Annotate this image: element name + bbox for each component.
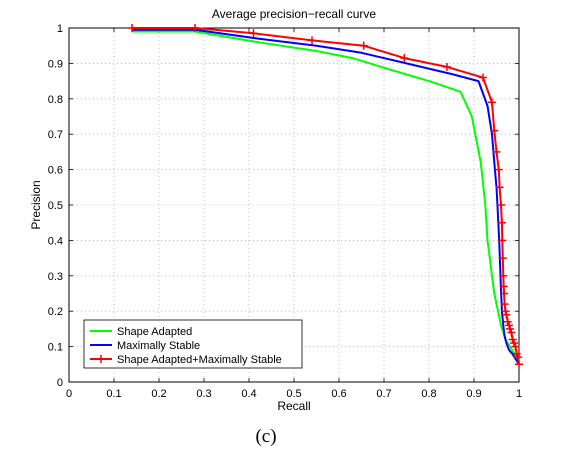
- series-lines: [128, 24, 523, 369]
- y-tick-label: 0.1: [48, 342, 63, 354]
- legend-label: Shape Adapted+Maximally Stable: [117, 354, 282, 366]
- series-marker: [488, 98, 496, 107]
- series-line-1: [132, 30, 520, 365]
- chart-title: Average precision−recall curve: [212, 7, 377, 21]
- x-tick-label: 0.1: [106, 388, 121, 400]
- legend: Shape Adapted Maximally Stable Shape Adapt…: [83, 319, 303, 369]
- series-marker: [505, 321, 514, 330]
- y-tick-label: 0.6: [48, 165, 63, 177]
- x-tick-label: 0.2: [151, 388, 166, 400]
- y-tick-label: 0.7: [48, 129, 63, 141]
- series-marker: [308, 36, 316, 45]
- y-tick-label: 0.2: [48, 306, 63, 318]
- y-tick-label: 0.4: [48, 235, 63, 247]
- x-tick-label: 0.9: [466, 388, 481, 400]
- axis-ticks: 0 0.1 0.2 0.3 0.4 0.5 0.6 0.7 0.8 0.9 1 0 0.1 0.2 0.3 0…: [48, 23, 522, 400]
- x-tick-label: 1: [516, 388, 522, 400]
- series-marker: [492, 147, 501, 156]
- x-tick-label: 0.7: [376, 388, 391, 400]
- series-marker: [507, 328, 516, 337]
- y-tick-label: 0: [57, 377, 63, 389]
- y-tick-label: 1: [57, 23, 63, 35]
- series-marker: [506, 324, 514, 333]
- series-marker: [498, 236, 507, 245]
- x-tick-label: 0: [66, 388, 72, 400]
- series-marker: [497, 201, 505, 209]
- x-tick-label: 0.4: [241, 388, 256, 400]
- series-marker: [479, 73, 487, 82]
- x-tick-label: 0.6: [331, 388, 346, 400]
- x-tick-label: 0.3: [196, 388, 211, 400]
- series-marker: [498, 254, 507, 263]
- series-marker: [512, 349, 521, 358]
- y-tick-label: 0.9: [48, 58, 63, 70]
- legend-box: [83, 319, 303, 369]
- figure-caption: (c): [255, 426, 276, 447]
- series-marker: [508, 335, 517, 344]
- x-axis-label: Recall: [277, 399, 310, 413]
- legend-label: Shape Adapted: [117, 326, 192, 338]
- series-marker: [499, 271, 508, 280]
- series-marker: [494, 165, 503, 174]
- series-marker: [502, 310, 511, 319]
- series-marker: [510, 339, 519, 348]
- y-axis-label: Precision: [29, 180, 43, 229]
- legend-label: Maximally Stable: [117, 340, 200, 352]
- series-marker: [500, 289, 509, 298]
- series-marker: [499, 282, 508, 291]
- series-marker: [249, 29, 258, 38]
- series-marker: [191, 24, 199, 32]
- series-line-3: [132, 27, 520, 365]
- y-tick-label: 0.8: [48, 94, 63, 106]
- x-tick-label: 0.5: [286, 388, 301, 400]
- series-marker: [495, 183, 504, 192]
- series-marker: [514, 353, 523, 362]
- series-marker: [501, 307, 510, 316]
- series-marker: [503, 317, 512, 326]
- x-tick-label: 0.8: [421, 388, 436, 400]
- y-tick-label: 0.3: [48, 271, 63, 283]
- series-marker: [490, 126, 499, 135]
- y-tick-label: 0.5: [48, 200, 63, 212]
- series-marker: [128, 24, 136, 32]
- series-marker: [515, 360, 523, 369]
- series-marker: [443, 62, 451, 71]
- series-marker: [497, 218, 506, 227]
- series-marker: [400, 54, 409, 63]
- series-marker: [511, 342, 520, 351]
- series-line-2: [132, 28, 520, 365]
- series-marker: [359, 41, 368, 50]
- series-marker: [500, 300, 509, 309]
